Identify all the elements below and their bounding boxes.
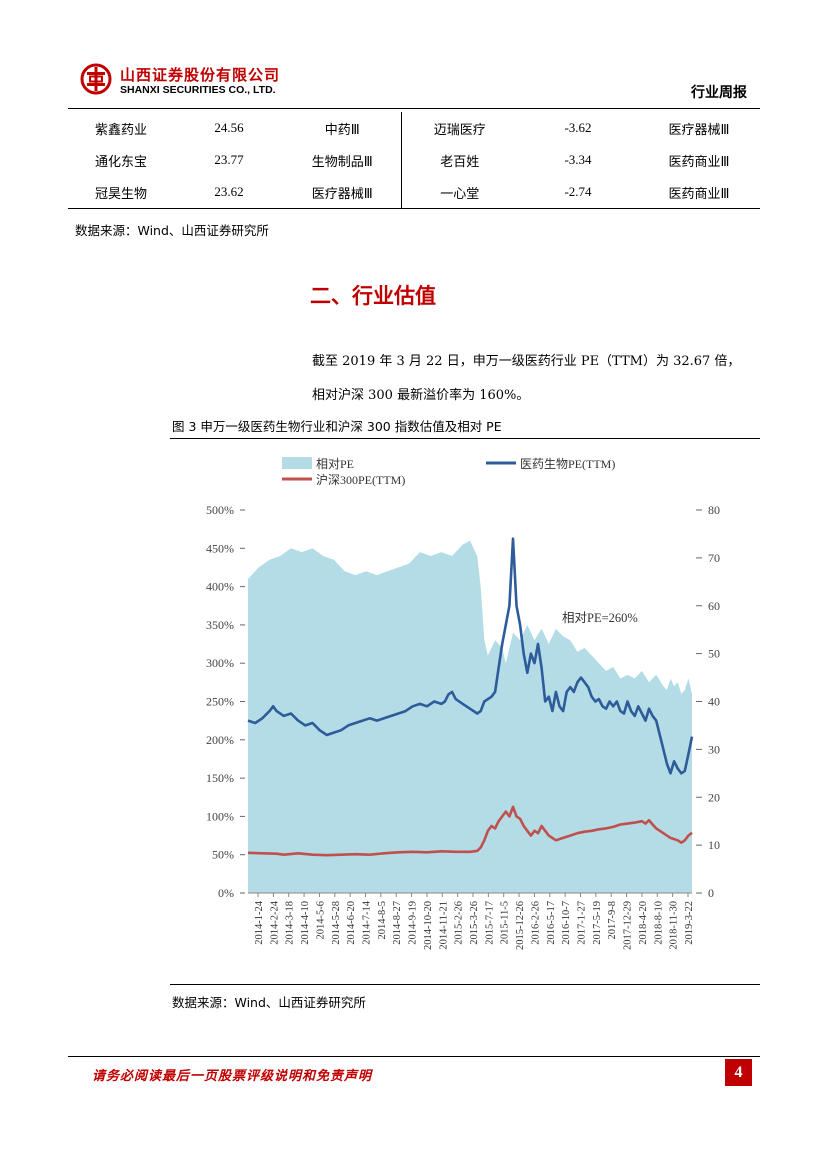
x-tick-label: 2017-1-27 xyxy=(577,901,588,945)
x-tick-label: 2014-4-10 xyxy=(300,901,311,945)
x-tick-label: 2014-11-21 xyxy=(438,901,449,950)
y-left-tick-label: 250% xyxy=(206,695,234,709)
x-tick-label: 2014-5-28 xyxy=(331,901,342,945)
table-cell-b-sector: 医药商业Ⅲ xyxy=(668,154,730,170)
x-tick-label: 2014-8-5 xyxy=(377,901,388,940)
y-left-tick-label: 400% xyxy=(206,580,234,594)
y-right-tick-label: 60 xyxy=(708,599,720,613)
valuation-chart: 0% 50% 100% 150% 200% 250% 300% 350% 400% 450% 500… xyxy=(170,440,760,988)
x-tick-label: 2015-11-5 xyxy=(500,901,511,944)
table-cell-a-value: 24.56 xyxy=(214,120,244,135)
y-right-tick-label: 10 xyxy=(708,838,720,852)
table-cell-b-value: -3.34 xyxy=(564,152,592,167)
y-left-tick-label: 150% xyxy=(206,771,234,785)
y-right-tick-label: 0 xyxy=(708,886,714,900)
x-tick-label: 2014-2-24 xyxy=(269,900,280,944)
y-left-tick-label: 450% xyxy=(206,541,234,555)
table-source-note: 数据来源：Wind、山西证券研究所 xyxy=(75,223,269,238)
x-tick-label: 2014-10-20 xyxy=(423,901,434,950)
table-cell-a-name: 冠昊生物 xyxy=(68,176,174,209)
legend-swatch-relative-pe xyxy=(282,457,312,469)
y-left-tick-label: 200% xyxy=(206,733,234,747)
y-right-tick-label: 30 xyxy=(708,742,720,756)
table-cell-a-name: 通化东宝 xyxy=(94,154,147,170)
series-line-2 xyxy=(247,805,693,857)
footer-divider xyxy=(68,1056,760,1057)
page-number: 4 xyxy=(725,1059,752,1086)
table-row: 冠昊生物 23.62 医疗器械Ⅲ 一心堂 -2.74 医药商业Ⅲ xyxy=(68,176,760,209)
figure-bottom-rule xyxy=(170,984,760,985)
x-tick-label: 2018-8-10 xyxy=(653,901,664,945)
table-cell-b-value: -3.62 xyxy=(564,120,592,135)
x-tick-label: 2014-6-20 xyxy=(346,901,357,945)
table-cell-b-value: -2.74 xyxy=(518,176,638,209)
section-title: 二、行业估值 xyxy=(310,284,436,308)
table-cell-a-sector: 医疗器械Ⅲ xyxy=(284,176,402,209)
x-tick-label: 2016-10-7 xyxy=(561,901,572,945)
table-cell-b-sector: 医疗器械Ⅲ xyxy=(668,122,730,138)
x-tick-label: 2016-2-26 xyxy=(530,901,541,945)
y-left-tick-label: 300% xyxy=(206,656,234,670)
x-tick-label: 2017-9-8 xyxy=(607,901,618,940)
x-tick-label: 2014-3-18 xyxy=(285,901,296,945)
paragraph-line-1: 截至 2019 年 3 月 22 日，申万一级医药行业 PE（TTM）为 32.… xyxy=(312,354,741,369)
table-cell-a-name: 紫鑫药业 xyxy=(94,122,147,138)
table-cell-b-sector: 医药商业Ⅲ xyxy=(638,176,760,209)
figure-caption: 图 3 申万一级医药生物行业和沪深 300 指数估值及相对 PE xyxy=(172,419,502,434)
company-name-cn: 山西证券股份有限公司 xyxy=(120,66,281,84)
header-divider xyxy=(68,108,760,109)
series-line-1 xyxy=(247,537,694,775)
legend-label-hs300-pe: 沪深300PE(TTM) xyxy=(316,473,405,487)
x-tick-label: 2017-5-19 xyxy=(592,901,603,945)
series-area-relative-pe xyxy=(248,540,692,893)
y-left-tick-label: 0% xyxy=(218,886,234,900)
stock-ranking-table: 紫鑫药业 24.56 中药Ⅲ 迈瑞医疗 -3.62 医疗器械Ⅲ 通化东宝 23.77 生物制品Ⅲ… xyxy=(68,112,760,209)
x-tick-label: 2014-7-14 xyxy=(362,900,373,944)
table-cell-b-name: 迈瑞医疗 xyxy=(433,122,486,138)
y-left-tick-label: 350% xyxy=(206,618,234,632)
y-left-tick-label: 500% xyxy=(206,503,234,517)
table-cell-a-value: 23.62 xyxy=(174,176,284,209)
x-tick-label: 2014-5-6 xyxy=(315,901,326,940)
x-tick-label: 2015-2-26 xyxy=(454,901,465,945)
company-logo-icon xyxy=(80,63,112,95)
relative-pe-annotation: 相对PE=260% xyxy=(562,611,638,625)
table-cell-b-name: 老百姓 xyxy=(440,154,480,170)
x-tick-label: 2014-1-24 xyxy=(254,900,265,944)
x-tick-label: 2015-3-26 xyxy=(469,901,480,945)
paragraph-line-2: 相对沪深 300 最新溢价率为 160%。 xyxy=(312,388,530,403)
x-tick-label: 2018-4-20 xyxy=(638,901,649,945)
x-tick-label: 2014-8-27 xyxy=(392,901,403,945)
legend-label-pharma-pe: 医药生物PE(TTM) xyxy=(520,457,615,471)
table-cell-a-sector: 中药Ⅲ xyxy=(284,112,402,144)
x-tick-label: 2016-5-17 xyxy=(546,901,557,945)
y-left-tick-label: 50% xyxy=(212,848,234,862)
company-name-en: SHANXI SECURITIES CO., LTD. xyxy=(120,84,276,96)
y-right-tick-label: 50 xyxy=(708,647,720,661)
figure-source-note: 数据来源：Wind、山西证券研究所 xyxy=(172,995,366,1010)
disclaimer-text: 请务必阅读最后一页股票评级说明和免责声明 xyxy=(92,1069,373,1084)
y-right-tick-label: 40 xyxy=(708,695,720,709)
x-tick-label: 2019-3-22 xyxy=(684,901,695,945)
table-cell-a-value: 23.77 xyxy=(214,152,244,167)
table-row: 通化东宝 23.77 生物制品Ⅲ 老百姓 -3.34 医药商业Ⅲ xyxy=(68,144,760,176)
y-right-tick-label: 80 xyxy=(708,503,720,517)
y-left-tick-label: 100% xyxy=(206,809,234,823)
y-right-tick-label: 20 xyxy=(708,790,720,804)
x-tick-label: 2015-7-17 xyxy=(484,901,495,945)
chart-svg: 0%50%100%150%200%250%300%350%400%450%500… xyxy=(206,457,720,950)
figure-top-rule xyxy=(170,438,760,439)
table-row: 紫鑫药业 24.56 中药Ⅲ 迈瑞医疗 -3.62 医疗器械Ⅲ xyxy=(68,112,760,144)
x-tick-label: 2017-12-29 xyxy=(623,901,634,950)
table-cell-b-name: 一心堂 xyxy=(401,176,518,209)
x-tick-label: 2015-12-26 xyxy=(515,901,526,950)
legend-label-relative-pe: 相对PE xyxy=(316,457,354,471)
y-right-tick-label: 70 xyxy=(708,551,720,565)
table-cell-a-sector: 生物制品Ⅲ xyxy=(284,144,402,176)
x-tick-label: 2014-9-19 xyxy=(408,901,419,945)
report-type-label: 行业周报 xyxy=(691,85,747,101)
x-tick-label: 2018-11-30 xyxy=(669,901,680,950)
